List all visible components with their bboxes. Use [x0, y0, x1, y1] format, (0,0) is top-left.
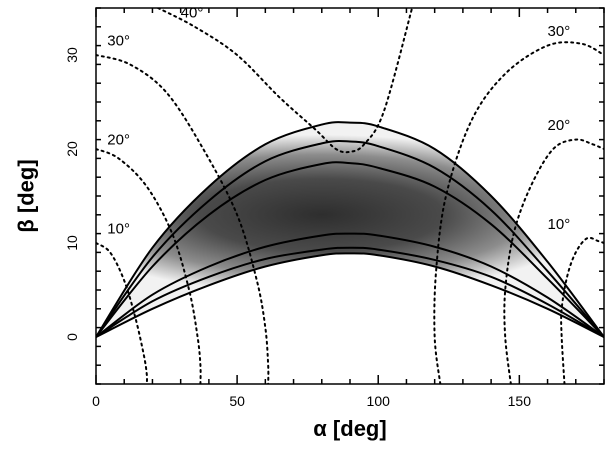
contour-label: 10° — [107, 221, 130, 238]
solid-curve — [96, 246, 604, 338]
x-tick-label: 100 — [367, 393, 391, 409]
density-layer — [96, 122, 604, 337]
dotted-contour — [96, 54, 270, 384]
x-tick-label: 50 — [229, 393, 245, 409]
y-tick-label: 10 — [64, 235, 80, 251]
dotted-contour — [157, 8, 414, 154]
solid-curve — [96, 252, 604, 338]
tick-labels: 0 50 100 150 0 10 20 30 — [64, 47, 531, 409]
contour-label: 40° — [181, 4, 204, 21]
y-tick-label: 0 — [64, 333, 80, 341]
dotted-contour — [433, 41, 604, 384]
contour-label: 30° — [107, 33, 130, 50]
y-tick-label: 20 — [64, 141, 80, 157]
x-tick-label: 150 — [508, 393, 532, 409]
density-region — [96, 122, 604, 337]
contour-label: 30° — [548, 23, 571, 40]
dotted-contour — [503, 138, 604, 384]
y-axis-title: β [deg] — [14, 159, 39, 232]
plot-area — [96, 8, 604, 384]
contour-label: 20° — [548, 117, 571, 134]
dotted-contour — [560, 236, 604, 384]
y-tick-label: 30 — [64, 47, 80, 63]
dotted-contour — [96, 148, 202, 384]
contour-label: 20° — [107, 131, 130, 148]
dotted-contours — [96, 8, 604, 384]
solid-curve — [96, 161, 604, 338]
solid-curve — [96, 232, 604, 338]
solid-curve — [96, 140, 604, 338]
axis-ticks — [95, 7, 605, 385]
x-tick-label: 0 — [92, 393, 100, 409]
dotted-contour — [96, 242, 149, 384]
x-axis-title: α [deg] — [313, 416, 386, 441]
contour-label: 10° — [548, 216, 571, 233]
